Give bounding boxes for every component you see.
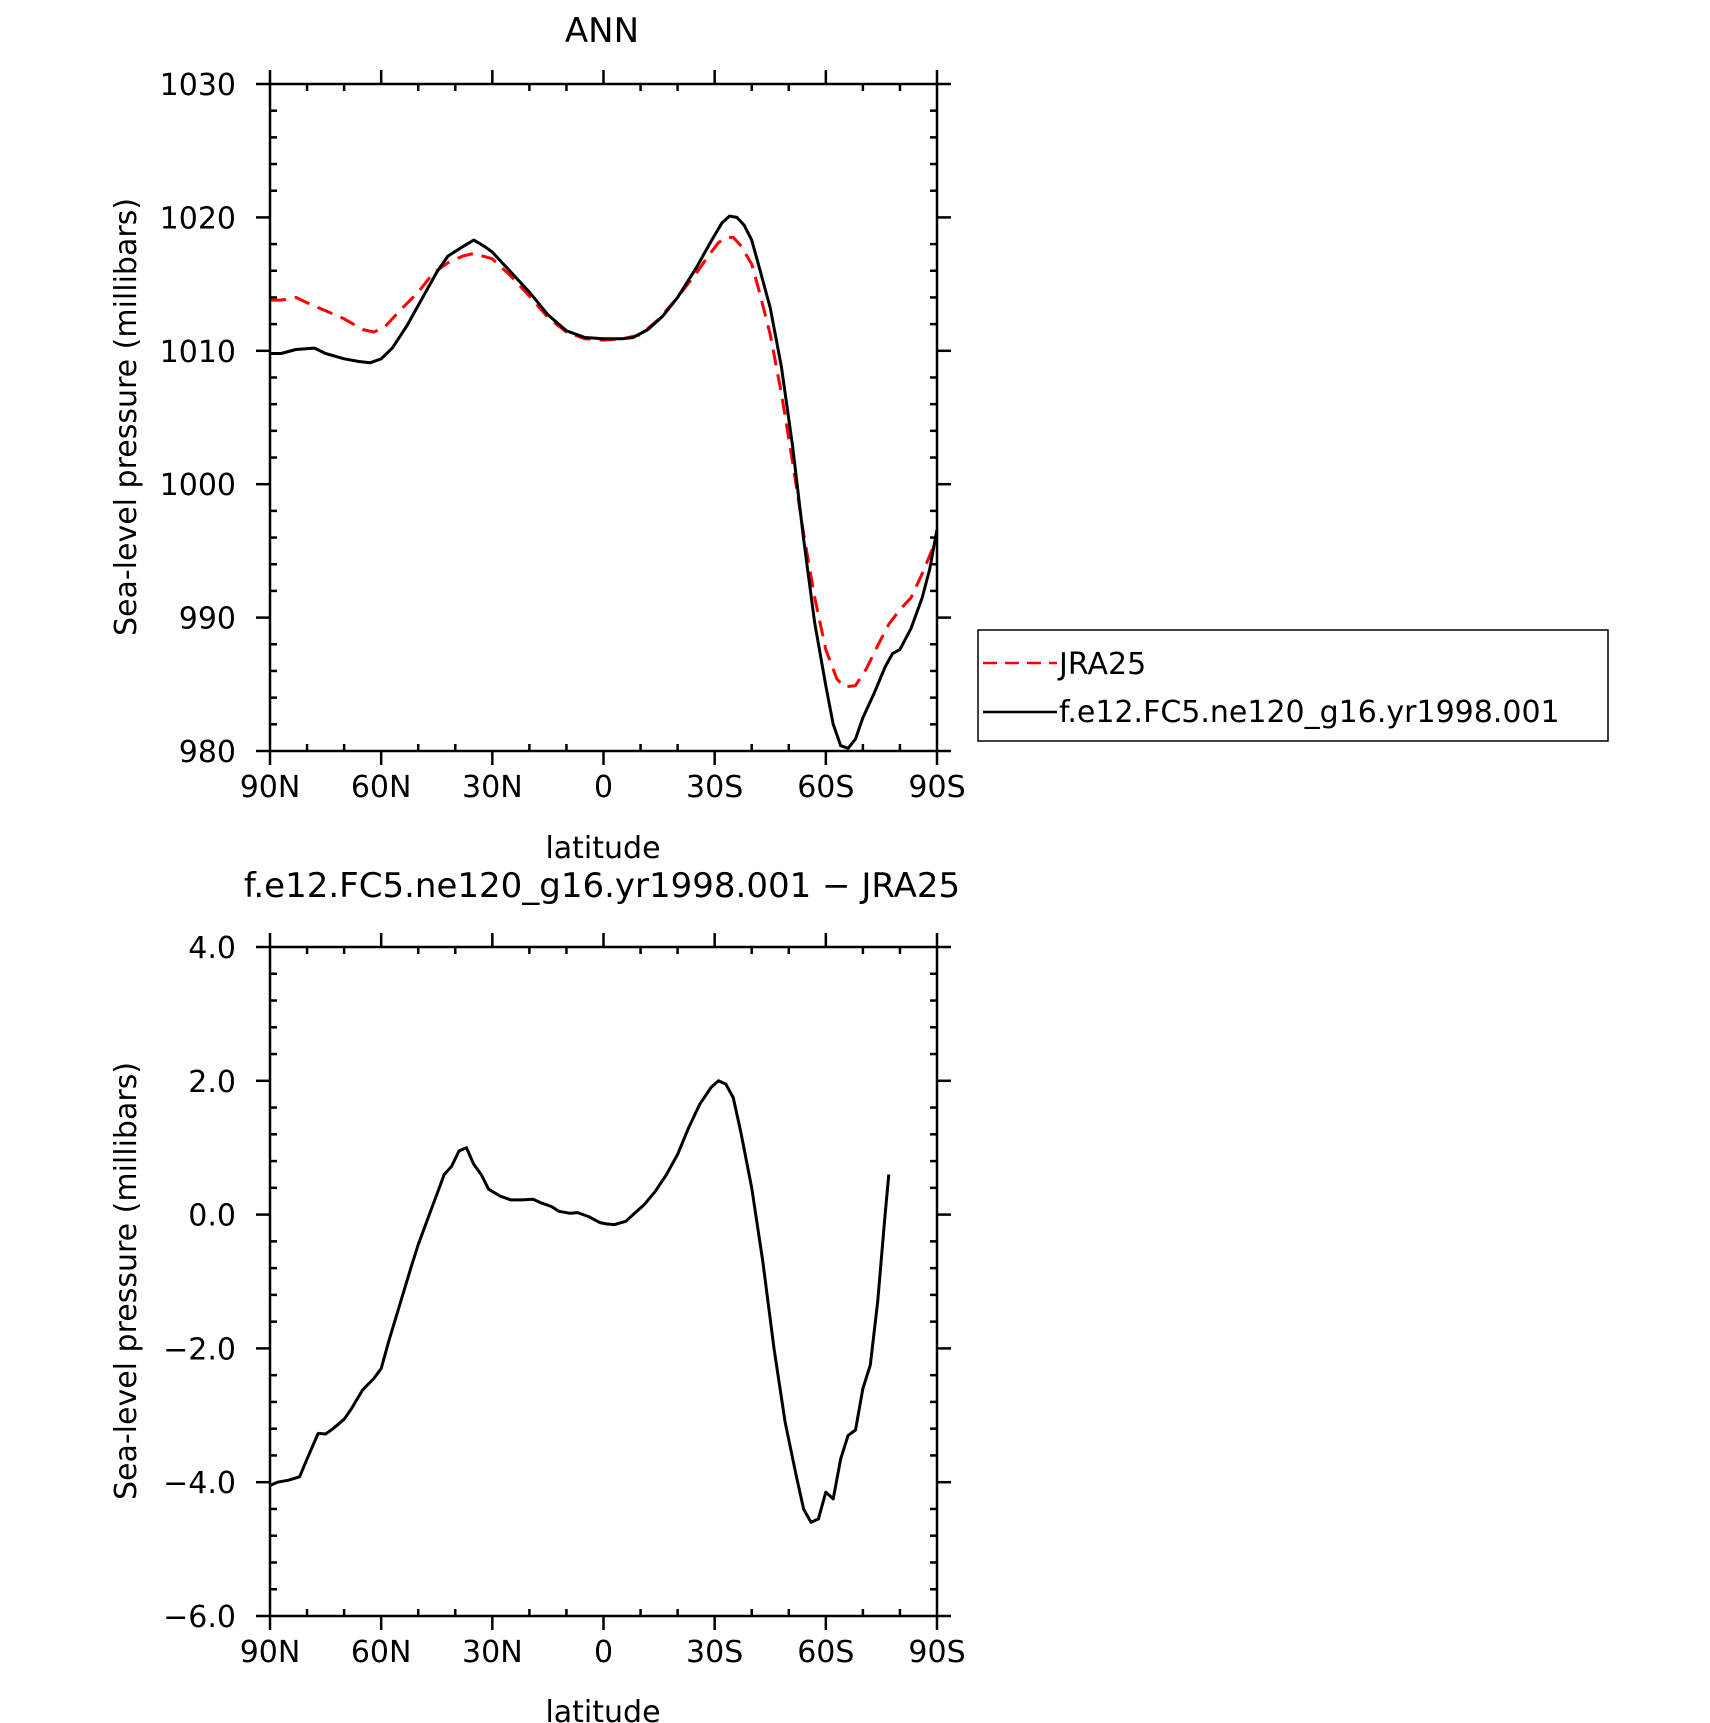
legend-label-model: f.e12.FC5.ne120_g16.yr1998.001 xyxy=(1059,695,1560,730)
top-y-tick-label: 1030 xyxy=(160,68,236,103)
bottom-plot-frame xyxy=(268,945,939,1618)
top-x-tick-label: 90N xyxy=(240,770,301,805)
top-chart-title: ANN xyxy=(565,11,639,51)
legend: JRA25 f.e12.FC5.ne120_g16.yr1998.001 xyxy=(977,629,1609,742)
top-y-tick-label: 990 xyxy=(179,602,236,637)
bottom-y-tick-label: 2.0 xyxy=(188,1065,236,1100)
top-y-tick-label: 980 xyxy=(179,735,236,770)
top-tick-labels: 90N 60N 30N 0 30S 60S 90S 980 990 1000 1010 1020 103… xyxy=(160,68,966,805)
bottom-x-tick-label: 30S xyxy=(686,1635,743,1670)
top-x-tick-label: 90S xyxy=(908,770,965,805)
bottom-x-tick-label: 60S xyxy=(797,1635,854,1670)
bottom-series-group xyxy=(269,1079,891,1524)
bottom-x-tick-label: 30N xyxy=(462,1635,523,1670)
bottom-y-tick-label: −6.0 xyxy=(163,1600,236,1635)
bottom-tick-labels: 90N 60N 30N 0 30S 60S 90S −6.0 −4.0 −2.0 0.0 2.0 4.0 xyxy=(163,931,965,1670)
bottom-series-line-0 xyxy=(269,1079,891,1524)
top-x-tick-label: 60N xyxy=(351,770,412,805)
top-series-line-1 xyxy=(270,214,939,750)
bottom-chart-title: f.e12.FC5.ne120_g16.yr1998.001 − JRA25 xyxy=(244,866,960,906)
top-axis-ticks xyxy=(256,70,951,765)
top-x-tick-label: 60S xyxy=(797,770,854,805)
bottom-y-tick-label: 0.0 xyxy=(188,1199,236,1234)
top-series-line-0 xyxy=(270,235,939,689)
top-y-tick-label: 1020 xyxy=(160,201,236,236)
bottom-y-tick-label: 4.0 xyxy=(188,931,236,966)
bottom-y-axis-label: Sea-level pressure (millibars) xyxy=(109,1062,144,1500)
top-y-tick-label: 1010 xyxy=(160,335,236,370)
top-plot-frame xyxy=(268,82,939,753)
legend-label-jra25: JRA25 xyxy=(1057,647,1146,682)
legend-box xyxy=(977,629,1609,742)
top-y-axis-label: Sea-level pressure (millibars) xyxy=(109,198,144,636)
bottom-panel-difference: f.e12.FC5.ne120_g16.yr1998.001 − JRA25 9… xyxy=(109,866,966,1723)
bottom-x-tick-label: 60N xyxy=(351,1635,412,1670)
bottom-y-tick-label: −4.0 xyxy=(163,1466,236,1501)
top-x-tick-label: 30N xyxy=(462,770,523,805)
bottom-x-axis-label: latitude xyxy=(545,1695,660,1723)
bottom-x-tick-label: 90N xyxy=(240,1635,301,1670)
top-x-tick-label: 30S xyxy=(686,770,743,805)
bottom-x-tick-label: 90S xyxy=(908,1635,965,1670)
top-x-tick-label: 0 xyxy=(594,770,613,805)
bottom-axis-ticks xyxy=(256,933,951,1630)
bottom-y-tick-label: −2.0 xyxy=(163,1332,236,1367)
top-series-group xyxy=(270,214,939,750)
bottom-x-tick-label: 0 xyxy=(594,1635,613,1670)
top-panel-annual-slp: ANN 90N 60N 30N 0 30S 60S 90S 980 990 1000 1010 102… xyxy=(109,11,1609,866)
top-y-tick-label: 1000 xyxy=(160,468,236,503)
top-x-axis-label: latitude xyxy=(545,831,660,866)
